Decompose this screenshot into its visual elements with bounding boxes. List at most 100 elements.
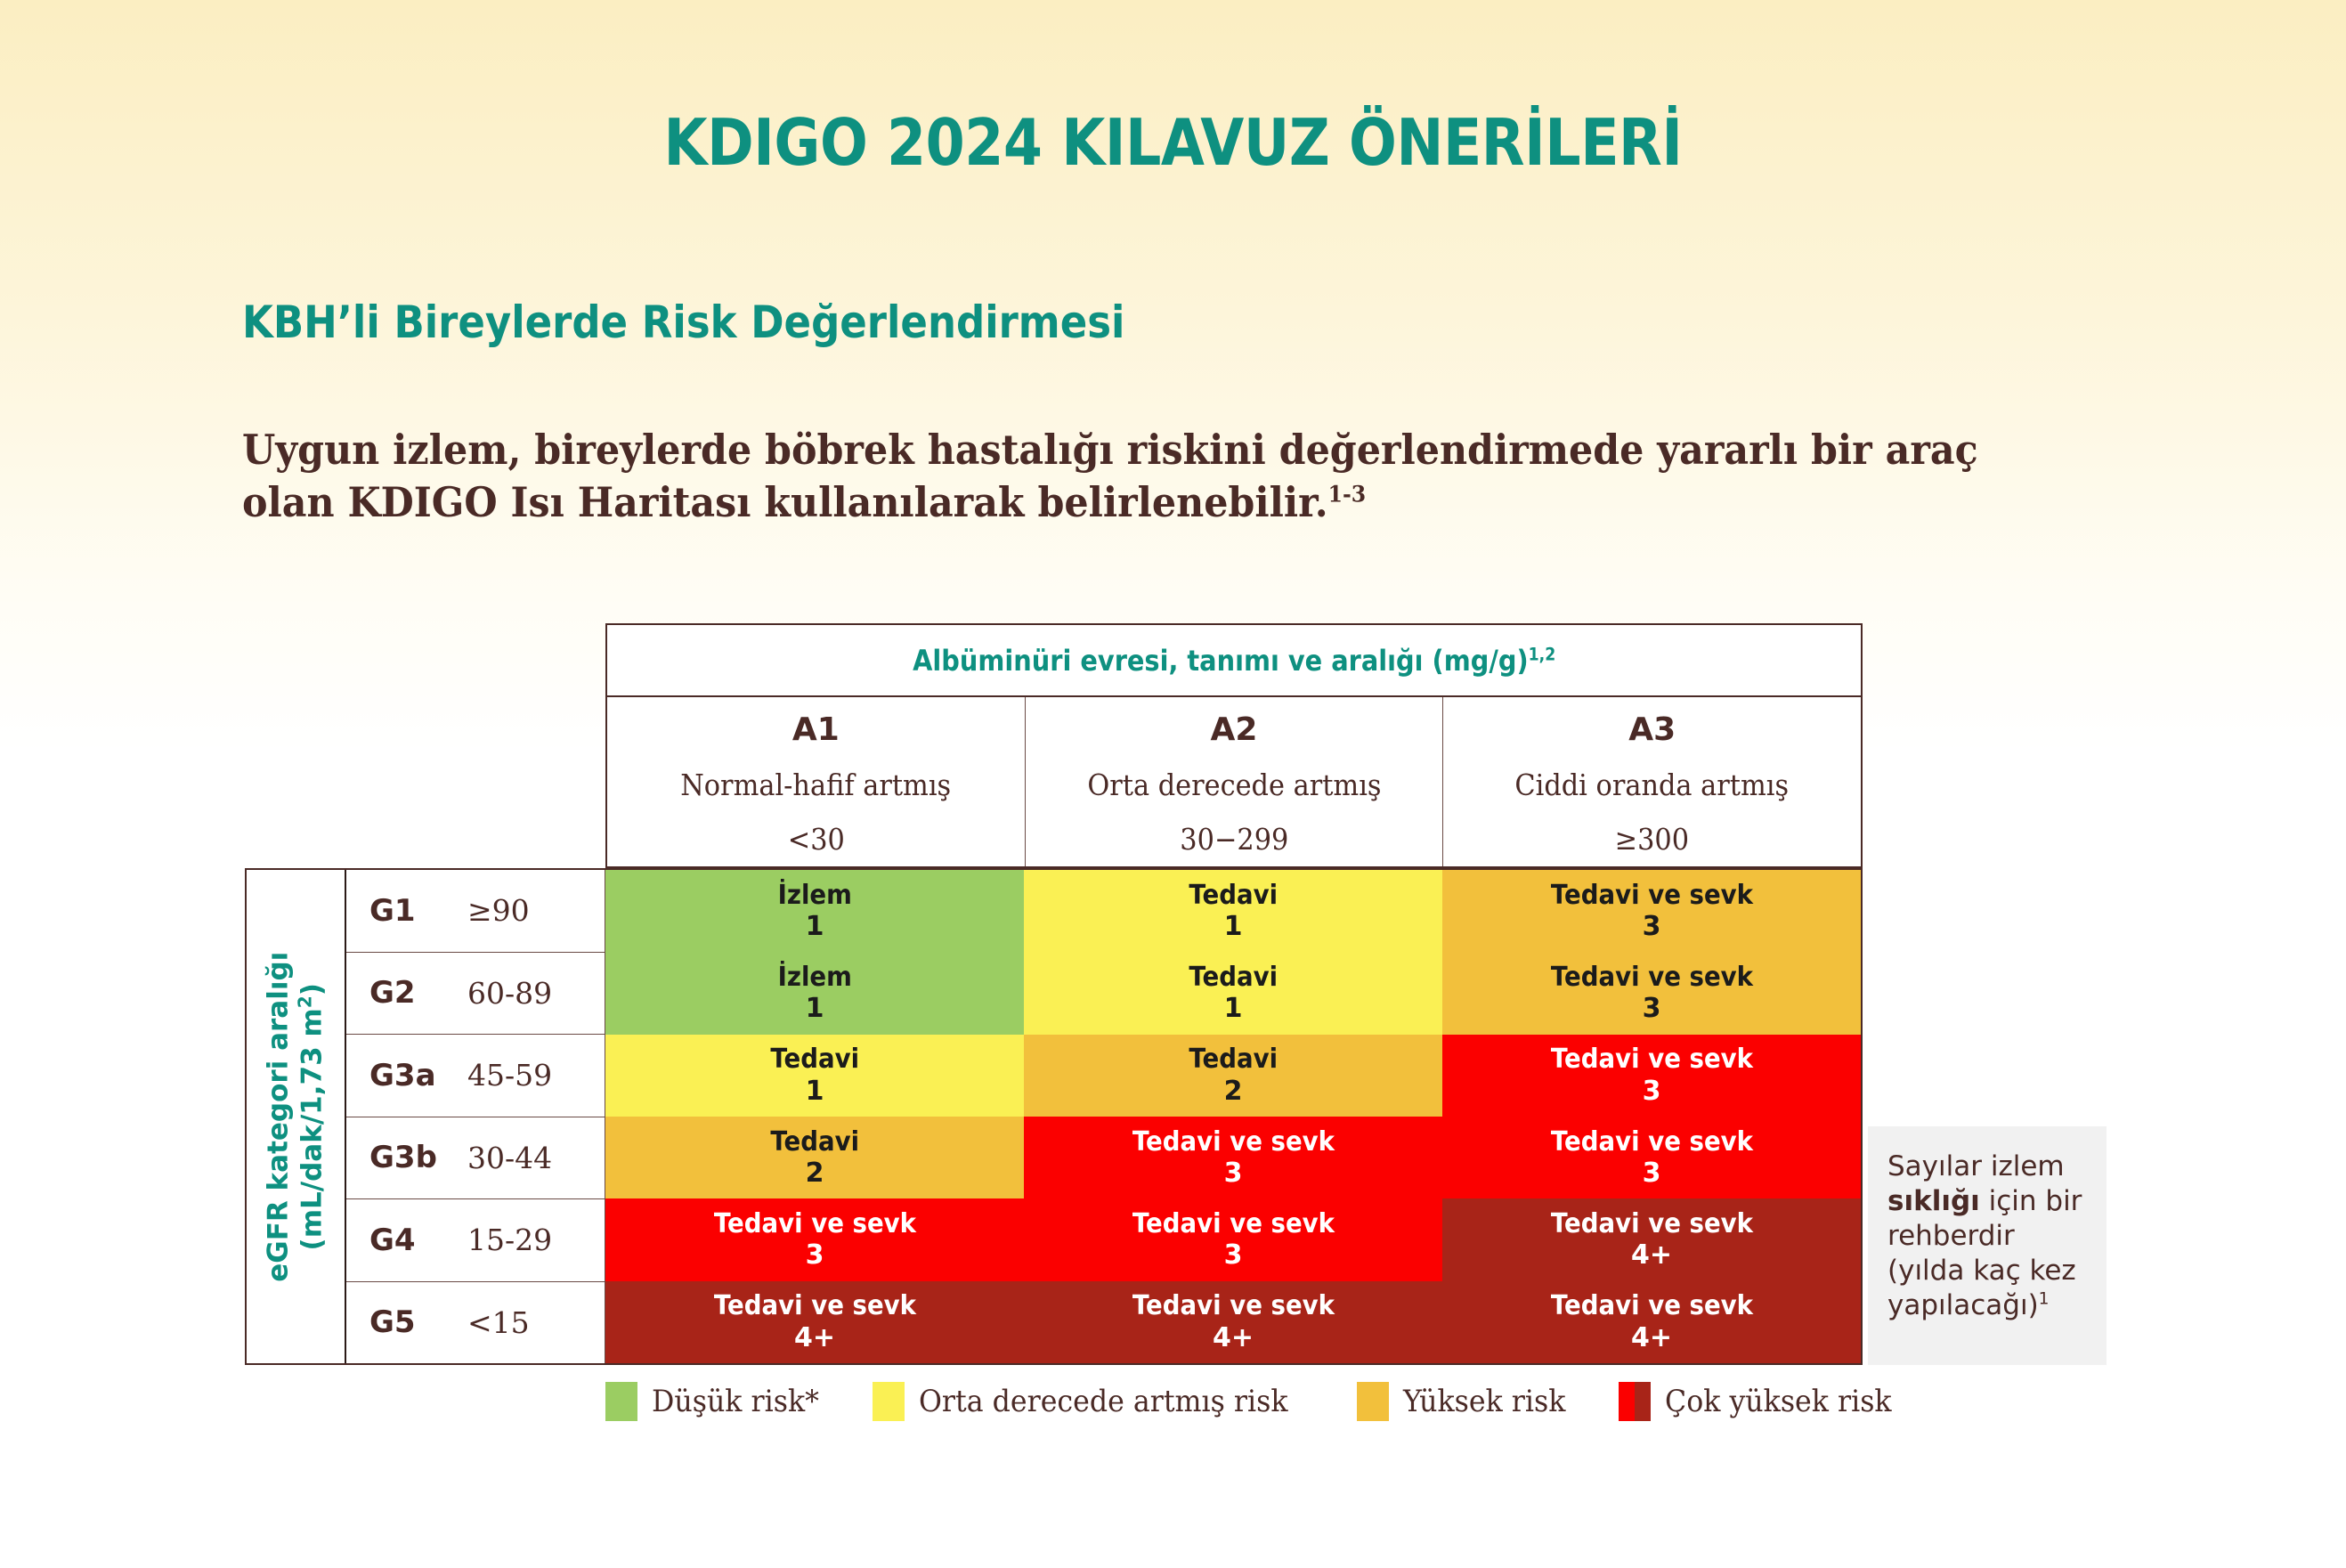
legend-label: Orta derecede artmış risk (919, 1384, 1288, 1419)
legend-color-swatch (605, 1382, 637, 1421)
legend-swatch-segment (873, 1382, 905, 1421)
albuminuria-description: Normal-hafif artmış (680, 768, 952, 802)
egfr-row-g2: G2 60-89 (346, 953, 605, 1035)
risk-cell-action: Tedavi ve sevk (1550, 1044, 1753, 1076)
risk-cell-action: Tedavi ve sevk (1132, 1290, 1335, 1322)
risk-cell: Tedavi ve sevk 4+ (1024, 1280, 1442, 1363)
egfr-row-g4: G4 15-29 (346, 1199, 605, 1282)
risk-cell-frequency: 4+ (793, 1321, 835, 1353)
risk-cell-frequency: 3 (1642, 993, 1661, 1025)
risk-cell: Tedavi ve sevk 4+ (605, 1280, 1024, 1363)
risk-cell-frequency: 3 (1642, 1158, 1661, 1190)
risk-cell: Tedavi 1 (605, 1034, 1024, 1117)
egfr-range: <15 (467, 1304, 530, 1340)
frequency-note-part-2: için bir rehberdir (yılda kaç kez yapıla… (1887, 1185, 2082, 1322)
albuminuria-column-a3: A3 Ciddi oranda artmış ≥300 (1443, 697, 1861, 866)
egfr-category-column: G1 ≥90 G2 60-89 G3a 45-59 G3b 30-44 G4 (346, 870, 605, 1363)
risk-cells-grid: İzlem 1 Tedavi 1 Tedavi ve sevk 3 İzlem 1 Tedavi… (605, 870, 1861, 1363)
albuminuria-description: Ciddi oranda artmış (1514, 768, 1790, 802)
egfr-range: 45-59 (467, 1058, 553, 1093)
egfr-axis-label-close-paren: ) (296, 982, 329, 995)
egfr-code: G4 (369, 1222, 416, 1258)
legend-swatch-segment (605, 1382, 637, 1421)
egfr-code: G3a (369, 1057, 436, 1093)
risk-cell-frequency: 1 (1223, 993, 1243, 1025)
albuminuria-header-label: Albüminüri evresi, tanımı ve aralığı (mg… (912, 643, 1529, 678)
egfr-range: 60-89 (467, 975, 553, 1011)
intro-line-1: Uygun izlem, bireylerde böbrek hastalığı… (242, 426, 1978, 474)
risk-cell: Tedavi ve sevk 3 (605, 1198, 1024, 1281)
risk-cell-frequency: 2 (805, 1158, 824, 1190)
risk-cell-action: Tedavi ve sevk (1132, 1125, 1335, 1158)
risk-cell-frequency: 3 (1223, 1158, 1243, 1190)
albuminuria-range: 30−299 (1179, 822, 1289, 857)
risk-cell-frequency: 3 (1223, 1239, 1243, 1271)
risk-cell-frequency: 3 (1642, 911, 1661, 943)
risk-cell-frequency: 4+ (1212, 1321, 1254, 1353)
legend-label: Çok yüksek risk (1664, 1384, 1892, 1419)
egfr-row-g1: G1 ≥90 (346, 870, 605, 953)
albuminuria-range: <30 (787, 822, 845, 857)
legend-color-swatch (1356, 1382, 1389, 1421)
risk-cell-action: Tedavi ve sevk (1550, 1208, 1753, 1240)
egfr-row-g3b: G3b 30-44 (346, 1117, 605, 1199)
risk-cell: Tedavi ve sevk 3 (1442, 1117, 1861, 1199)
legend-swatch-segment (1618, 1382, 1635, 1421)
risk-cell-action: Tedavi ve sevk (1550, 1290, 1753, 1322)
egfr-code: G5 (369, 1304, 416, 1341)
risk-cell: Tedavi 1 (1024, 870, 1442, 953)
frequency-note: Sayılar izlem sıklığı için bir rehberdir… (1868, 1126, 2107, 1365)
risk-cell: Tedavi ve sevk 3 (1442, 952, 1861, 1035)
risk-cell-frequency: 2 (1223, 1075, 1243, 1107)
risk-cell-frequency: 4+ (1630, 1321, 1672, 1353)
egfr-code: G3b (369, 1140, 437, 1176)
risk-cell: Tedavi ve sevk 3 (1024, 1117, 1442, 1199)
risk-cell: İzlem 1 (605, 952, 1024, 1035)
risk-cell-frequency: 3 (805, 1239, 824, 1271)
risk-cell: Tedavi ve sevk 3 (1024, 1198, 1442, 1281)
risk-cell: Tedavi ve sevk 3 (1442, 1034, 1861, 1117)
page-title: KDIGO 2024 KILAVUZ ÖNERİLERİ (663, 105, 1683, 180)
risk-cell-action: İzlem (777, 879, 852, 911)
albuminuria-range: ≥300 (1614, 822, 1690, 857)
risk-cell-frequency: 4+ (1630, 1239, 1672, 1271)
egfr-range: 30-44 (467, 1140, 553, 1175)
egfr-row-g5: G5 <15 (346, 1282, 605, 1364)
legend-swatch-segment (1356, 1382, 1389, 1421)
egfr-code: G1 (369, 892, 416, 929)
risk-cell: Tedavi ve sevk 4+ (1442, 1280, 1861, 1363)
intro-line-2: olan KDIGO Isı Haritası kullanılarak bel… (242, 477, 1328, 526)
intro-paragraph: Uygun izlem, bireylerde böbrek hastalığı… (242, 424, 1998, 529)
risk-cell-action: Tedavi ve sevk (713, 1290, 916, 1322)
risk-cell-frequency: 1 (805, 911, 824, 943)
albuminuria-column-a2: A2 Orta derecede artmış 30−299 (1026, 697, 1444, 866)
egfr-axis-label-superscript: 2 (294, 995, 316, 1008)
risk-cell-frequency: 3 (1642, 1075, 1661, 1107)
albuminuria-header: Albüminüri evresi, tanımı ve aralığı (mg… (605, 623, 1863, 697)
risk-cell-action: Tedavi (770, 1125, 859, 1158)
risk-cell-action: Tedavi (1189, 879, 1278, 911)
albuminuria-column-a1: A1 Normal-hafif artmış <30 (607, 697, 1026, 866)
risk-cell-frequency: 1 (1223, 911, 1243, 943)
legend-color-swatch (1618, 1382, 1651, 1421)
intro-reference-superscript: 1-3 (1327, 480, 1367, 508)
frequency-note-part-1: Sayılar izlem (1887, 1150, 2065, 1182)
albuminuria-code: A2 (1210, 711, 1258, 748)
egfr-axis-label-column: eGFR kategori aralığı (mL/dak/1,73 m2) (247, 870, 346, 1363)
egfr-range: ≥90 (467, 893, 530, 929)
albuminuria-description: Orta derecede artmış (1086, 768, 1382, 802)
egfr-range: 15-29 (467, 1223, 553, 1258)
risk-cell-action: İzlem (777, 962, 852, 994)
albuminuria-header-superscript: 1,2 (1528, 643, 1556, 664)
risk-cell-action: Tedavi (1189, 1044, 1278, 1076)
risk-cell-action: Tedavi ve sevk (1550, 879, 1753, 911)
legend-item: Çok yüksek risk (1618, 1382, 1909, 1421)
albuminuria-code: A1 (791, 711, 840, 748)
egfr-code: G2 (369, 975, 416, 1011)
risk-cell-action: Tedavi (770, 1044, 859, 1076)
risk-cell: Tedavi 2 (605, 1117, 1024, 1199)
risk-legend: Düşük risk* Orta derecede artmış risk Yüks… (605, 1382, 1950, 1421)
egfr-axis-label-line-2: (mL/dak/1,73 m (296, 1008, 329, 1251)
albuminuria-code: A3 (1628, 711, 1676, 748)
